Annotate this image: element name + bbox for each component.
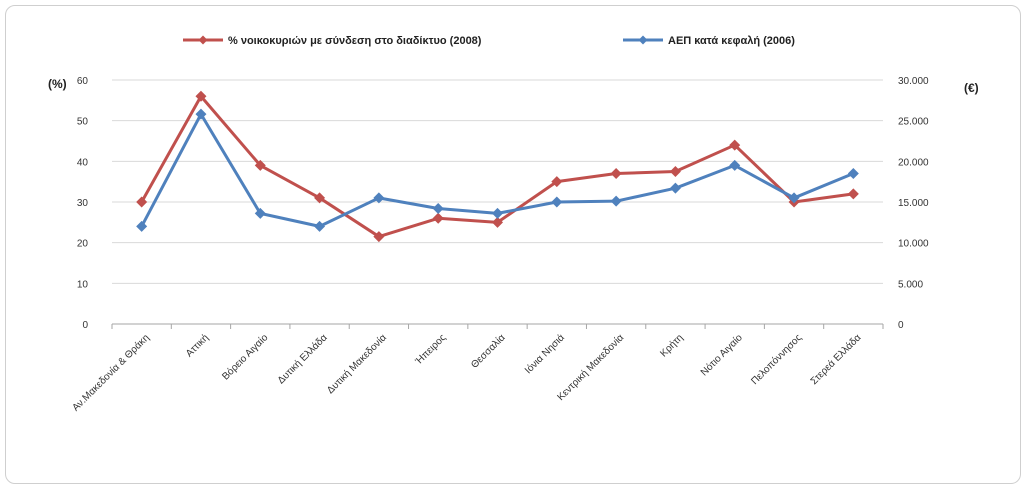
category-label: Ήπειρος [413,332,449,368]
category-label: Πελοπόννησος [749,332,805,388]
category-label: Ιόνια Νησιά [522,331,567,376]
category-label: Κεντρική Μακεδονία [555,331,627,403]
axes [111,323,884,329]
category-label: Νότιο Αιγαίο [698,331,745,378]
series-2-point [254,207,266,219]
left-tick-label: 10 [77,279,89,290]
series-1-point [847,188,859,200]
category-label: Δυτική Μακεδονία [324,331,389,396]
right-tick-label: 20.000 [898,157,929,168]
series-1-point [254,159,266,171]
left-tick-label: 0 [82,320,88,331]
series-2-point [729,159,741,171]
right-tick-label: 30.000 [898,76,929,87]
right-tick-label: 25.000 [898,117,929,128]
series-1-point [610,168,622,180]
category-label: Θεσσαλία [468,331,507,370]
series-1-point [551,176,563,188]
right-tick-label: 15.000 [898,198,929,209]
series-1-point [492,216,503,228]
series-1-point [729,139,741,151]
series-lines [136,90,859,243]
series-1-point [195,90,207,102]
legend-label: % νοικοκυριών με σύνδεση στο διαδίκτυο (… [228,35,482,47]
left-tick-label: 50 [77,117,89,128]
series-2-point [669,182,681,194]
right-tick-label: 5.000 [898,279,923,290]
gridlines [112,79,883,284]
category-label: Δυτική Ελλάδα [275,331,330,386]
right-axis-ticks: 0 5.000 10.000 15.000 20.000 25.000 30.000 [898,76,929,331]
series-2-point [195,108,207,120]
left-tick-label: 20 [77,239,89,250]
left-axis-label: (%) [48,77,67,91]
category-label: Αν.Μακεδονία & Θράκη [70,332,152,414]
series-2-point [788,192,800,204]
right-tick-label: 0 [898,320,904,331]
series-1-point [373,231,385,243]
series-1-point [136,196,148,208]
legend: % νοικοκυριών με σύνδεση στο διαδίκτυο (… [183,35,795,47]
chart-frame [5,5,1021,484]
series-2-point [847,168,859,180]
legend-label: ΑΕΠ κατά κεφαλή (2006) [668,35,795,47]
category-label: Αττική [183,332,211,360]
category-label: Στερεά Ελλάδα [808,331,864,387]
series-2-point [610,195,622,207]
series-2-point [551,196,563,208]
right-axis-label: (€) [964,81,979,95]
left-tick-label: 40 [77,157,89,168]
series-2-point [432,203,444,215]
series-1-point [669,166,681,177]
series-2-point [314,220,326,232]
series-2-point [492,207,503,219]
legend-swatch-marker [638,35,648,45]
series-1-point [314,192,326,204]
left-axis-ticks: 0 10 20 30 40 50 60 [77,76,89,331]
left-tick-label: 30 [77,198,89,209]
category-label: Κρήτη [658,332,686,360]
series-2-point [373,192,385,204]
series-1-point [432,212,444,224]
legend-swatch-marker [198,35,208,45]
left-tick-label: 60 [77,76,89,87]
category-label: Βόρειο Αιγαίο [220,331,271,382]
category-labels: Αν.Μακεδονία & Θράκη Αττική Βόρειο Αιγαίο Δ… [70,331,864,413]
series-2-point [136,220,148,232]
right-tick-label: 10.000 [898,239,929,250]
